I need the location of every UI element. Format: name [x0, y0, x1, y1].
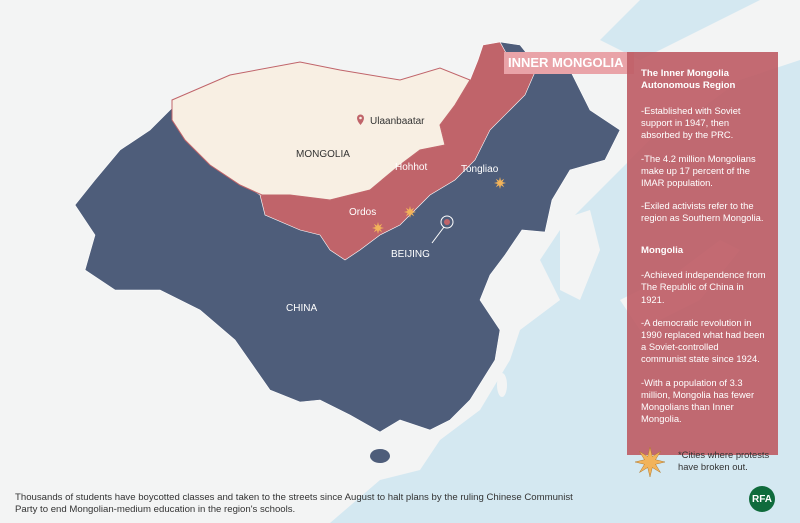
label-tongliao: Tongliao	[461, 164, 499, 175]
map-pin-icon	[357, 114, 364, 125]
label-ulaanbaatar: Ulaanbaatar	[370, 116, 425, 127]
label-mongolia: MONGOLIA	[296, 149, 350, 160]
label-china: CHINA	[286, 303, 318, 314]
imar-point: -Established with Soviet support in 1947…	[641, 104, 741, 141]
beijing-marker-icon	[431, 215, 454, 244]
info-panel: The Inner Mongolia Autonomous Region -Es…	[627, 52, 778, 455]
mongolia-title: Mongolia	[641, 244, 684, 256]
star-icon	[634, 446, 666, 478]
protest-star-icon	[372, 222, 384, 234]
hainan-island	[370, 449, 390, 463]
taiwan-island	[497, 373, 507, 397]
mongolia-region	[171, 61, 471, 201]
callout-arrow	[490, 55, 504, 80]
label-beijing: BEIJING	[391, 249, 430, 260]
imar-point: -The 4.2 million Mongolians make up 17 p…	[641, 152, 756, 189]
mongolia-point: -A democratic revolution in 1990 replace…	[641, 316, 765, 365]
mongolia-point: -Achieved independence from The Republic…	[641, 269, 766, 305]
rfa-logo: RFA	[749, 486, 775, 512]
imar-title: The Inner Mongolia Autonomous Region	[641, 68, 736, 92]
protest-star-icon	[404, 206, 416, 218]
inner-mongolia-callout: INNER MONGOLIA	[504, 52, 634, 74]
label-ordos: Ordos	[349, 207, 377, 218]
legend-text: *Cities where protests have broken out.	[678, 449, 770, 473]
caption: Thousands of students have boycotted cla…	[15, 492, 573, 516]
label-hohhot: Hohhot	[395, 162, 428, 173]
mongolia-point: -With a population of 3.3 million, Mongo…	[641, 376, 755, 425]
imar-point: -Exiled activists refer to the region as…	[641, 200, 764, 224]
legend: *Cities where protests have broken out.	[632, 445, 792, 485]
protest-star-icon	[494, 177, 506, 189]
